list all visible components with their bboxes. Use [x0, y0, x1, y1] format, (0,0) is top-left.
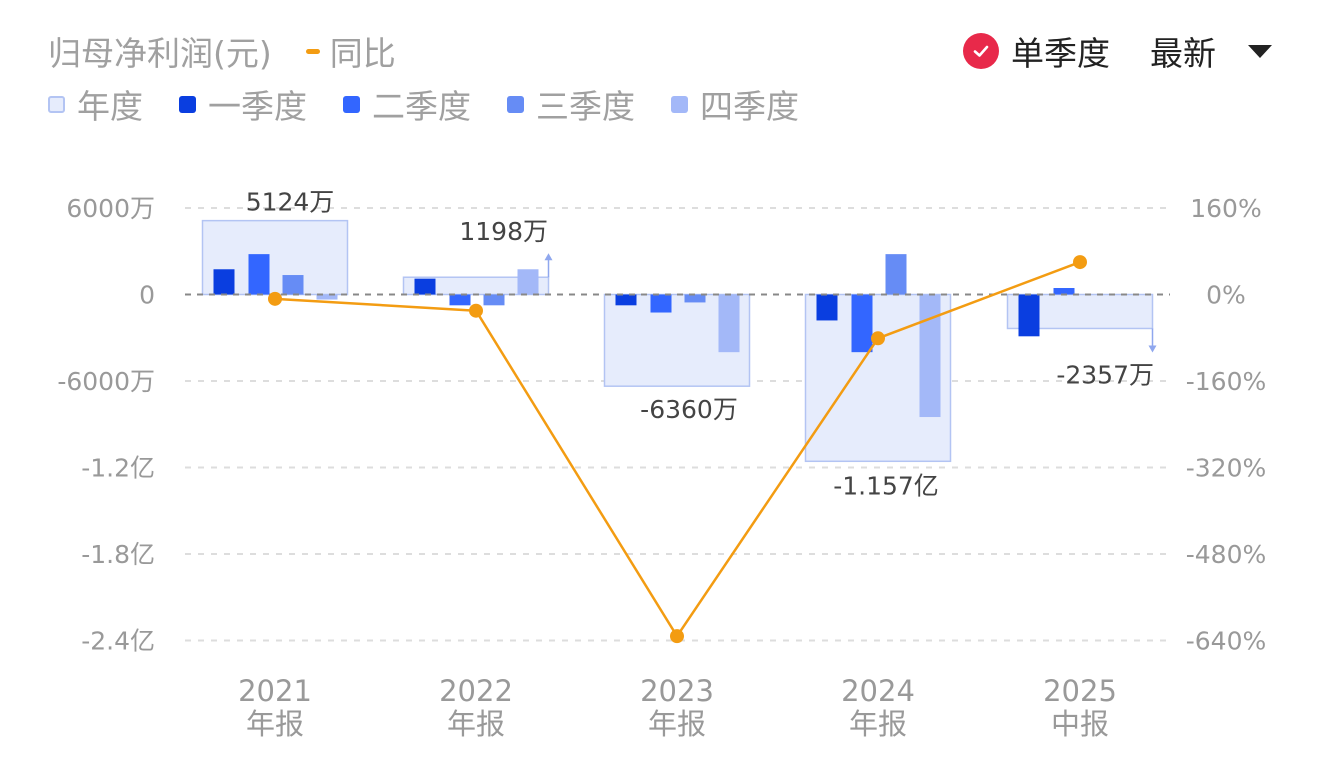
q3-bar-2024: [885, 254, 907, 295]
trend-down-arrow-icon: [1148, 345, 1157, 353]
y-left-tick-label: -2.4亿: [81, 627, 155, 656]
legend-item-q4[interactable]: 四季度: [671, 80, 799, 128]
y-left-tick-label: -6000万: [57, 367, 155, 396]
y-right-tick-label: -320%: [1186, 454, 1267, 483]
x-tick-year-2024: 2024: [841, 674, 915, 708]
latest-dropdown-label[interactable]: 最新: [1150, 34, 1216, 73]
legend-swatch-annual: [48, 95, 65, 113]
x-tick-period-2024: 年报: [849, 707, 907, 741]
yoy-point-2024: [871, 331, 885, 346]
q4-bar-2021: [316, 294, 338, 300]
yoy-point-2021: [268, 291, 282, 306]
legend-swatch-q4: [671, 95, 688, 113]
y-right-tick-label: -640%: [1186, 627, 1267, 656]
x-tick-year-2021: 2021: [238, 674, 312, 708]
y-left-tick-label: 6000万: [66, 194, 155, 223]
q2-bar-2024: [851, 294, 873, 353]
yoy-legend: 同比: [305, 27, 396, 75]
annual-value-label-2022: 1198万: [459, 217, 548, 246]
q2-bar-2021: [248, 254, 270, 295]
annual-value-label-2023: -6360万: [640, 395, 738, 424]
caret-down-icon[interactable]: [1248, 44, 1272, 58]
chart-title: 归母净利润(元): [48, 34, 272, 73]
legend-swatch-q1: [179, 95, 196, 113]
x-tick-period-2025: 中报: [1051, 707, 1109, 741]
series-legend: 年度 一季度 二季度 三季度 四季度: [48, 82, 799, 126]
chart-header: 归母净利润(元) 同比: [48, 26, 396, 76]
x-tick-period-2023: 年报: [648, 707, 706, 741]
yoy-point-2025: [1073, 255, 1087, 270]
legend-item-q3[interactable]: 三季度: [507, 80, 635, 128]
y-left-tick-label: 0: [139, 281, 155, 310]
q1-bar-2025: [1018, 294, 1040, 337]
q2-bar-2025: [1053, 288, 1075, 295]
annual-value-label-2021: 5124万: [246, 188, 335, 217]
x-tick-year-2025: 2025: [1043, 674, 1117, 708]
legend-item-q2[interactable]: 二季度: [343, 80, 471, 128]
y-right-tick-label: 0%: [1206, 281, 1246, 310]
chart-controls: 单季度 最新: [963, 26, 1272, 76]
x-tick-period-2022: 年报: [447, 707, 505, 741]
single-quarter-label[interactable]: 单季度: [1011, 34, 1110, 73]
legend-swatch-q3: [507, 95, 524, 113]
q1-bar-2023: [615, 294, 637, 306]
x-tick-period-2021: 年报: [246, 707, 304, 741]
q4-bar-2022: [517, 269, 539, 295]
legend-label-q3: 三季度: [536, 87, 635, 126]
yoy-point-2022: [469, 303, 483, 318]
q3-bar-2023: [684, 294, 706, 303]
yoy-legend-dash: [305, 48, 320, 54]
trend-up-arrow-icon: [544, 253, 553, 261]
legend-label-q2: 二季度: [372, 87, 471, 126]
y-right-tick-label: 160%: [1190, 194, 1261, 223]
y-left-tick-label: -1.8亿: [81, 540, 155, 569]
legend-label-q1: 一季度: [208, 87, 307, 126]
legend-label-q4: 四季度: [700, 87, 799, 126]
q1-bar-2024: [816, 294, 838, 321]
legend-label-annual: 年度: [77, 87, 143, 126]
yoy-point-2023: [670, 629, 684, 644]
x-tick-year-2023: 2023: [640, 674, 714, 708]
legend-swatch-q2: [343, 95, 360, 113]
yoy-legend-label: 同比: [329, 34, 396, 73]
check-icon: [973, 45, 989, 57]
q1-bar-2022: [414, 278, 436, 295]
annual-value-label-2025: -2357万: [1056, 360, 1154, 389]
y-right-tick-label: -480%: [1186, 540, 1267, 569]
q2-bar-2023: [650, 294, 672, 313]
single-quarter-checkbox[interactable]: [963, 33, 999, 69]
y-right-tick-label: -160%: [1186, 367, 1267, 396]
latest-dropdown[interactable]: 最新: [1150, 27, 1272, 75]
q4-bar-2023: [718, 294, 740, 353]
annual-value-label-2024: -1.157亿: [833, 471, 939, 500]
x-tick-year-2022: 2022: [439, 674, 513, 708]
legend-item-q1[interactable]: 一季度: [179, 80, 307, 128]
legend-item-annual[interactable]: 年度: [48, 80, 143, 128]
q3-bar-2022: [483, 294, 505, 306]
y-left-tick-label: -1.2亿: [81, 454, 155, 483]
q4-bar-2024: [919, 294, 941, 418]
q2-bar-2022: [449, 294, 471, 306]
q3-bar-2021: [282, 275, 304, 295]
q1-bar-2021: [213, 269, 235, 295]
